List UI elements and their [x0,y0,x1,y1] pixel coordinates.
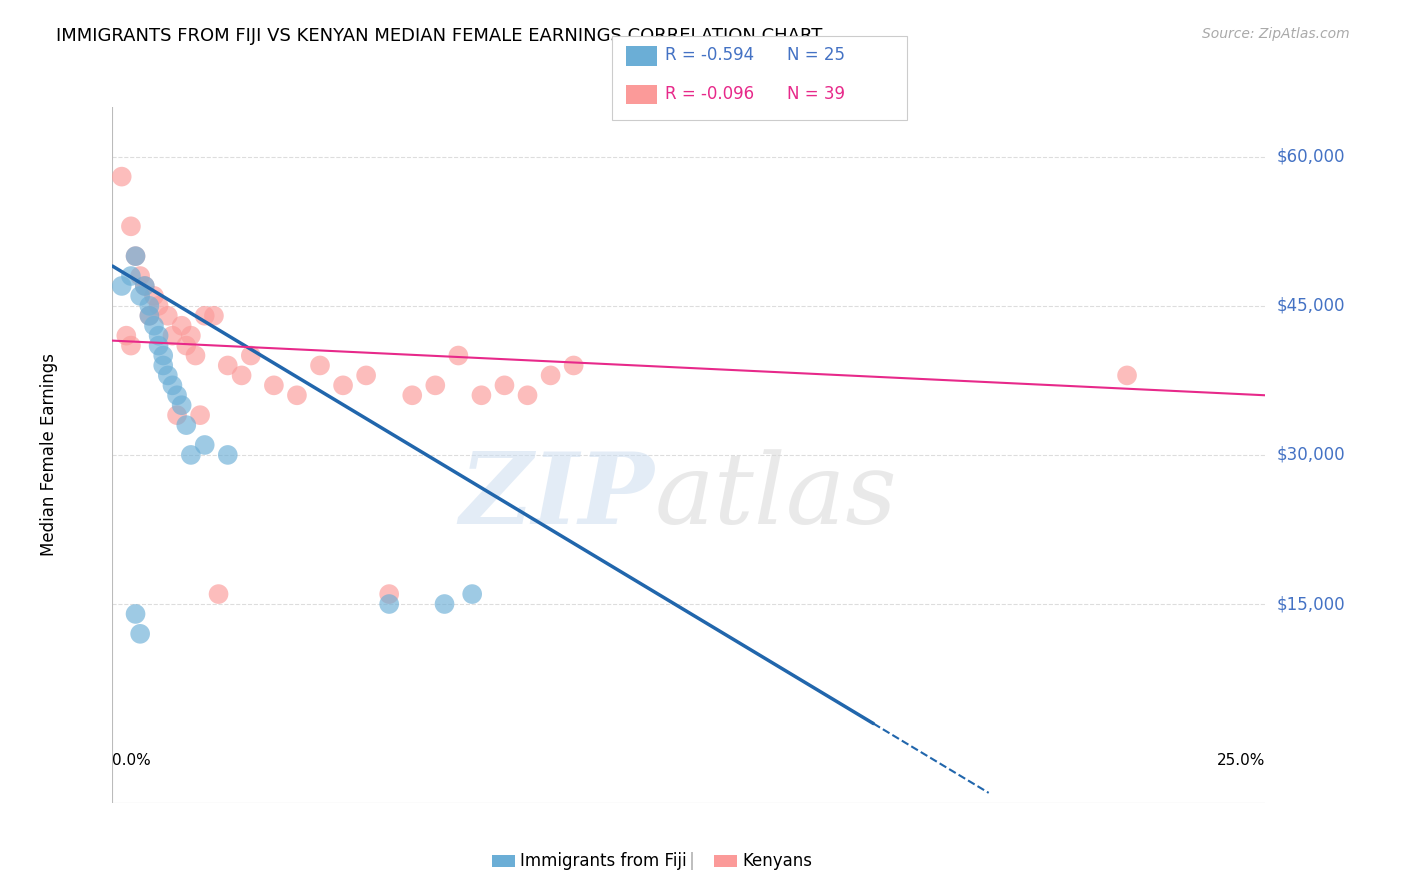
Point [174,338,197,352]
Point [120,219,142,234]
Point [332,378,354,392]
Text: |: | [689,852,695,870]
Point [129,627,152,641]
Text: 0.0%: 0.0% [112,753,152,768]
Text: N = 25: N = 25 [787,46,845,64]
Point [143,318,166,333]
Point [188,408,211,422]
Text: $30,000: $30,000 [1277,446,1346,464]
Text: Source: ZipAtlas.com: Source: ZipAtlas.com [1202,27,1350,41]
Text: N = 39: N = 39 [787,85,845,103]
Point [115,328,138,343]
Text: ZIP: ZIP [460,449,654,545]
Point [143,289,166,303]
Text: Kenyans: Kenyans [742,852,813,870]
Point [516,388,538,402]
Point [184,349,207,363]
Point [401,388,423,402]
Point [354,368,377,383]
Point [162,328,184,343]
Point [285,388,308,402]
Point [134,279,156,293]
Point [156,368,179,383]
Point [461,587,484,601]
Point [148,338,170,352]
Point [111,279,134,293]
Point [129,268,152,283]
Point [138,299,160,313]
Point [217,448,239,462]
Point [120,268,142,283]
Point [170,398,193,412]
Point [162,378,184,392]
Point [134,279,156,293]
Point [309,359,332,373]
Point [156,309,179,323]
Text: $60,000: $60,000 [1277,148,1346,166]
Point [180,448,202,462]
Point [148,299,170,313]
Point [494,378,516,392]
Point [425,378,447,392]
Text: $45,000: $45,000 [1277,297,1346,315]
Point [180,328,202,343]
Point [231,368,253,383]
Point [170,318,193,333]
Point [562,359,585,373]
Point [540,368,562,383]
Point [120,338,142,352]
Text: R = -0.594: R = -0.594 [665,46,754,64]
Point [433,597,456,611]
Point [194,438,217,452]
Point [174,418,197,433]
Point [470,388,492,402]
Point [124,607,146,621]
Point [1116,368,1139,383]
Point [148,328,170,343]
Point [129,289,152,303]
Point [194,309,217,323]
Text: 25.0%: 25.0% [1218,753,1265,768]
Point [202,309,225,323]
Point [152,349,174,363]
Point [166,408,188,422]
Point [447,349,470,363]
Point [378,597,401,611]
Point [124,249,146,263]
Point [138,309,160,323]
Point [111,169,134,184]
Point [124,249,146,263]
Point [378,587,401,601]
Point [138,309,160,323]
Point [217,359,239,373]
Text: Median Female Earnings: Median Female Earnings [39,353,58,557]
Point [263,378,285,392]
Point [152,359,174,373]
Text: $15,000: $15,000 [1277,595,1346,613]
Text: R = -0.096: R = -0.096 [665,85,754,103]
Point [166,388,188,402]
Text: Immigrants from Fiji: Immigrants from Fiji [520,852,688,870]
Point [207,587,229,601]
Point [239,349,262,363]
Text: IMMIGRANTS FROM FIJI VS KENYAN MEDIAN FEMALE EARNINGS CORRELATION CHART: IMMIGRANTS FROM FIJI VS KENYAN MEDIAN FE… [56,27,823,45]
Text: atlas: atlas [654,449,897,544]
